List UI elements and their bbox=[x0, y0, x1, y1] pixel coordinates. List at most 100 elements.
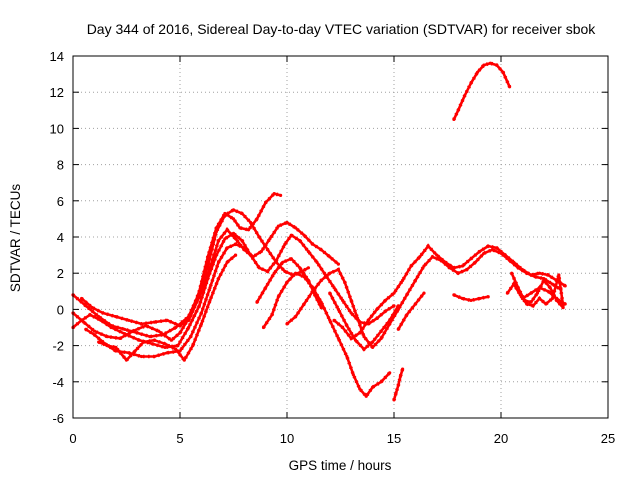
data-point bbox=[206, 277, 210, 281]
series-line bbox=[397, 291, 426, 331]
data-point bbox=[422, 291, 426, 295]
data-point bbox=[225, 228, 229, 232]
data-point bbox=[469, 257, 473, 261]
data-point bbox=[336, 336, 340, 340]
data-point bbox=[187, 325, 191, 330]
y-tick-label: 14 bbox=[50, 49, 64, 64]
y-axis-label: SDTVAR / TECUs bbox=[8, 184, 23, 293]
data-point bbox=[351, 373, 355, 377]
data-point bbox=[371, 385, 375, 389]
data-point bbox=[283, 242, 287, 246]
data-point bbox=[214, 253, 218, 257]
data-point bbox=[533, 275, 537, 279]
series-plus-markers bbox=[452, 61, 512, 121]
data-point bbox=[276, 224, 280, 228]
data-point bbox=[396, 304, 400, 308]
data-point bbox=[214, 226, 218, 230]
data-point bbox=[208, 298, 212, 302]
data-point bbox=[216, 277, 221, 281]
data-point bbox=[495, 63, 499, 67]
data-point bbox=[392, 398, 396, 402]
y-axis-ticks: -6 -4 -2 0 2 4 6 8 10 12 14 bbox=[50, 49, 608, 426]
data-point bbox=[114, 315, 118, 319]
data-point bbox=[182, 358, 186, 362]
x-tick-label: 20 bbox=[494, 431, 508, 446]
data-point bbox=[508, 85, 512, 89]
data-point bbox=[302, 275, 306, 279]
data-point bbox=[482, 251, 486, 255]
data-point bbox=[264, 201, 268, 205]
data-point bbox=[486, 295, 490, 299]
data-point bbox=[529, 300, 533, 304]
data-point bbox=[531, 304, 535, 308]
series-track-6 bbox=[97, 253, 238, 364]
data-point bbox=[388, 318, 392, 322]
data-point bbox=[152, 354, 156, 359]
data-point bbox=[512, 282, 516, 286]
data-point bbox=[178, 324, 182, 328]
y-tick-label: 8 bbox=[57, 158, 64, 173]
data-point bbox=[452, 266, 456, 270]
data-point bbox=[255, 300, 259, 304]
data-point bbox=[405, 313, 409, 317]
data-point bbox=[225, 260, 229, 264]
data-point bbox=[272, 271, 276, 275]
data-point bbox=[463, 94, 467, 98]
data-point bbox=[266, 248, 270, 252]
data-point bbox=[535, 291, 540, 295]
data-point bbox=[336, 268, 340, 272]
data-point bbox=[231, 217, 236, 221]
data-point bbox=[285, 322, 289, 326]
data-point bbox=[234, 242, 238, 246]
data-point bbox=[131, 329, 135, 333]
data-point bbox=[375, 316, 379, 320]
y-tick-label: 6 bbox=[57, 194, 64, 209]
data-point bbox=[379, 336, 383, 340]
data-point bbox=[281, 260, 285, 264]
data-point bbox=[80, 296, 84, 301]
data-point bbox=[197, 295, 201, 299]
data-point bbox=[97, 340, 101, 344]
data-point bbox=[460, 264, 465, 268]
data-point bbox=[413, 302, 417, 306]
data-point bbox=[341, 298, 345, 302]
data-point bbox=[208, 286, 212, 290]
data-point bbox=[199, 311, 203, 315]
data-point bbox=[118, 336, 122, 340]
data-point bbox=[490, 248, 494, 252]
data-point bbox=[298, 239, 302, 243]
data-point bbox=[529, 291, 533, 295]
data-series-layer bbox=[71, 61, 567, 402]
data-point bbox=[392, 304, 396, 308]
data-point bbox=[266, 269, 270, 273]
data-point bbox=[152, 338, 156, 342]
data-point bbox=[135, 331, 139, 335]
data-point bbox=[231, 208, 236, 212]
data-point bbox=[274, 258, 278, 263]
data-point bbox=[505, 291, 509, 295]
data-point bbox=[122, 327, 126, 331]
data-point bbox=[311, 289, 315, 293]
data-point bbox=[362, 335, 366, 339]
data-point bbox=[311, 242, 315, 246]
data-point bbox=[422, 264, 426, 268]
series-plus-markers bbox=[255, 256, 323, 309]
data-point bbox=[356, 316, 360, 320]
data-point bbox=[486, 244, 490, 248]
data-point bbox=[561, 304, 565, 308]
data-point bbox=[298, 266, 302, 270]
data-point bbox=[294, 271, 298, 275]
data-point bbox=[225, 246, 229, 250]
data-point bbox=[443, 260, 447, 264]
data-point bbox=[261, 325, 266, 330]
data-point bbox=[319, 278, 323, 282]
data-point bbox=[92, 329, 96, 333]
y-tick-label: 0 bbox=[57, 302, 64, 317]
y-tick-label: -2 bbox=[52, 339, 64, 354]
data-point bbox=[343, 280, 347, 284]
data-point bbox=[109, 325, 114, 330]
data-point bbox=[139, 322, 144, 326]
data-point bbox=[178, 331, 182, 335]
series-track-7 bbox=[255, 256, 323, 310]
data-point bbox=[336, 262, 340, 266]
